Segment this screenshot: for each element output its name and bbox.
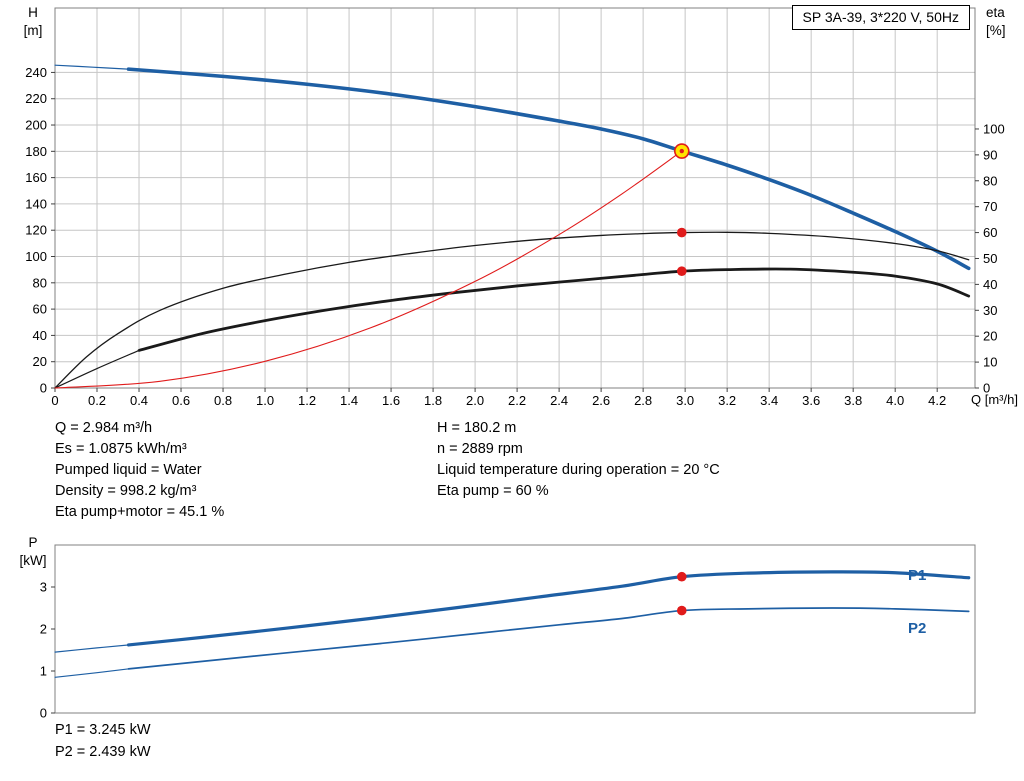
- P1-curve: [54, 644, 130, 653]
- info-line-eta-total: Eta pump+motor = 45.1 %: [55, 504, 225, 520]
- tick-label: 0: [40, 381, 47, 396]
- tick-label: 2.0: [466, 393, 484, 408]
- info-line-p1: P1 = 3.245 kW: [55, 722, 151, 738]
- tick-label: 10: [983, 355, 997, 370]
- operating-point-dot: [676, 266, 687, 276]
- info-line-temperature: Liquid temperature during operation = 20…: [437, 462, 720, 478]
- tick-label: 0.4: [130, 393, 148, 408]
- plot-border: [54, 7, 976, 389]
- tick-label: 20: [33, 354, 47, 369]
- tick-label: 1.2: [298, 393, 316, 408]
- p-axis-title: P [kW]: [14, 534, 52, 570]
- tick-label: 80: [33, 275, 47, 290]
- tick-label: 70: [983, 199, 997, 214]
- tick-label: 2.8: [634, 393, 652, 408]
- duty-info-left: Q = 2.984 m³/h Es = 1.0875 kWh/m³ Pumped…: [55, 418, 224, 523]
- pump-curve-curve: [54, 64, 130, 70]
- info-line-density: Density = 998.2 kg/m³: [55, 483, 197, 499]
- P2-curve: [127, 607, 970, 670]
- tick-label: 2: [40, 622, 47, 637]
- tick-label: 20: [983, 329, 997, 344]
- tick-label: 60: [33, 302, 47, 317]
- h-axis-title: H [m]: [14, 4, 52, 40]
- tick-label: 4.2: [928, 393, 946, 408]
- info-line-eta-pump: Eta pump = 60 %: [437, 483, 549, 499]
- tick-label: 180: [25, 144, 47, 159]
- tick-label: 1: [40, 664, 47, 679]
- tick-label: 0: [51, 393, 58, 408]
- tick-label: 2.2: [508, 393, 526, 408]
- p-axis-title-symbol: P: [28, 535, 38, 550]
- p1-series-label: P1: [908, 567, 927, 584]
- info-line-h: H = 180.2 m: [437, 420, 517, 436]
- tick-label: 2.4: [550, 393, 568, 408]
- tick-label: 3.0: [676, 393, 694, 408]
- tick-label: 0: [40, 706, 47, 721]
- tick-label: 0.8: [214, 393, 232, 408]
- info-line-q: Q = 2.984 m³/h: [55, 420, 153, 436]
- tick-label: 3.8: [844, 393, 862, 408]
- tick-label: 3.6: [802, 393, 820, 408]
- tick-label: 3: [40, 580, 47, 595]
- tick-label: 40: [983, 277, 997, 292]
- tick-label: 1.8: [424, 393, 442, 408]
- info-line-p2: P2 = 2.439 kW: [55, 744, 151, 760]
- tick-label: 3.4: [760, 393, 778, 408]
- tick-label: 80: [983, 173, 997, 188]
- tick-label: 100: [25, 249, 47, 264]
- tick-label: 240: [25, 65, 47, 80]
- duty-info-right: H = 180.2 m n = 2889 rpm Liquid temperat…: [437, 418, 720, 502]
- tick-label: 120: [25, 223, 47, 238]
- pump-model-box: SP 3A-39, 3*220 V, 50Hz: [791, 5, 970, 30]
- tick-label: 0.2: [88, 393, 106, 408]
- eta-pump-motor-curve: [54, 349, 140, 389]
- eta-axis-title-symbol: eta: [986, 5, 1005, 20]
- tick-label: 2.6: [592, 393, 610, 408]
- duty-line-curve: [54, 150, 683, 389]
- P1-curve: [126, 570, 971, 647]
- tick-label: 60: [983, 225, 997, 240]
- tick-label: 220: [25, 91, 47, 106]
- eta-axis-title: eta [%]: [986, 4, 1006, 40]
- eta-axis-title-unit: [%]: [986, 23, 1006, 38]
- tick-label: 140: [25, 196, 47, 211]
- tick-label: 0.6: [172, 393, 190, 408]
- info-line-liquid: Pumped liquid = Water: [55, 462, 202, 478]
- tick-label: 30: [983, 303, 997, 318]
- tick-label: 1.4: [340, 393, 358, 408]
- operating-point-dot: [676, 227, 687, 238]
- operating-point-dot: [676, 605, 687, 616]
- p2-series-label: P2: [908, 620, 927, 637]
- info-line-speed: n = 2889 rpm: [437, 441, 523, 457]
- tick-label: 50: [983, 251, 997, 266]
- tick-label: 4.0: [886, 393, 904, 408]
- eta-pump-motor-curve: [137, 267, 971, 352]
- tick-label: 200: [25, 118, 47, 133]
- tick-label: 1.6: [382, 393, 400, 408]
- h-axis-title-unit: [m]: [23, 23, 43, 38]
- q-axis-label: Q [m³/h]: [971, 392, 1018, 407]
- eta-pump-curve: [54, 231, 970, 389]
- operating-point-dot: [676, 571, 687, 582]
- tick-label: 1.0: [256, 393, 274, 408]
- tick-label: 40: [33, 328, 47, 343]
- tick-label: 0: [983, 381, 990, 396]
- tick-label: 100: [983, 121, 1005, 136]
- info-line-es: Es = 1.0875 kWh/m³: [55, 441, 187, 457]
- p-axis-title-unit: [kW]: [19, 553, 47, 568]
- pump-curve-curve: [126, 67, 971, 271]
- tick-label: 160: [25, 170, 47, 185]
- tick-label: 90: [983, 147, 997, 162]
- P2-curve: [54, 668, 130, 678]
- duty-point-center: [679, 148, 684, 154]
- power-info: P1 = 3.245 kW P2 = 2.439 kW: [55, 719, 151, 763]
- tick-label: 3.2: [718, 393, 736, 408]
- h-axis-title-symbol: H: [28, 5, 38, 20]
